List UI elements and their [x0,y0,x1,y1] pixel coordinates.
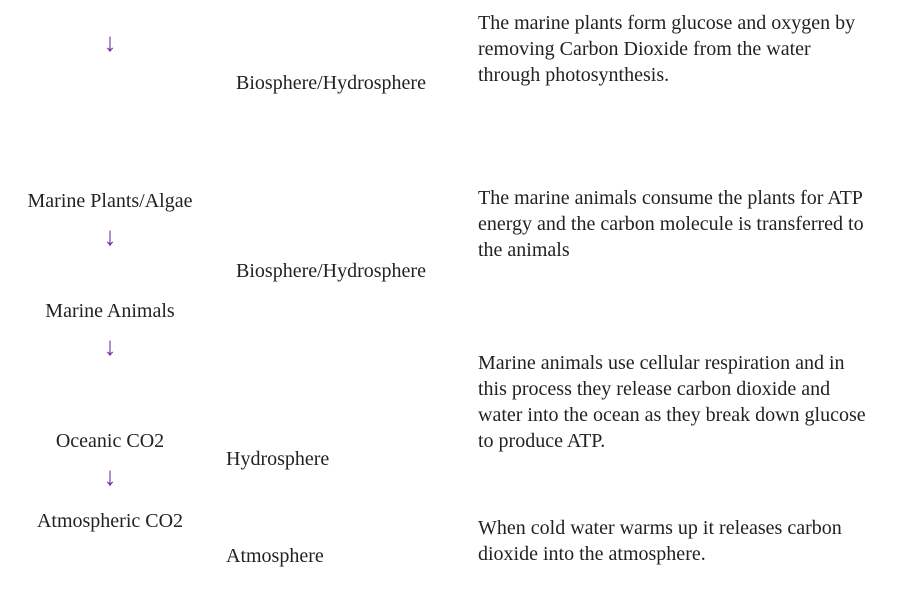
flow-node-marine-animals: Marine Animals [10,300,210,323]
flow-arrow-icon: ↓ [90,464,130,490]
flow-arrow-icon: ↓ [90,224,130,250]
flow-arrow-icon: ↓ [90,334,130,360]
sphere-label: Hydrosphere [226,448,436,471]
process-description: The marine animals consume the plants fo… [478,185,876,263]
sphere-label: Biosphere/Hydrosphere [226,72,436,95]
flow-node-oceanic-co2: Oceanic CO2 [10,430,210,453]
process-description: The marine plants form glucose and oxyge… [478,10,876,88]
process-description: Marine animals use cellular respiration … [478,350,876,454]
flow-arrow-icon: ↓ [90,30,130,56]
flow-node-marine-plants: Marine Plants/Algae [10,190,210,213]
process-description: When cold water warms up it releases car… [478,515,876,567]
sphere-label: Biosphere/Hydrosphere [226,260,436,283]
diagram-stage: ↓ Marine Plants/Algae ↓ Marine Animals ↓… [0,0,901,595]
flow-node-atmospheric-co2: Atmospheric CO2 [10,510,210,533]
sphere-label: Atmosphere [226,545,436,568]
